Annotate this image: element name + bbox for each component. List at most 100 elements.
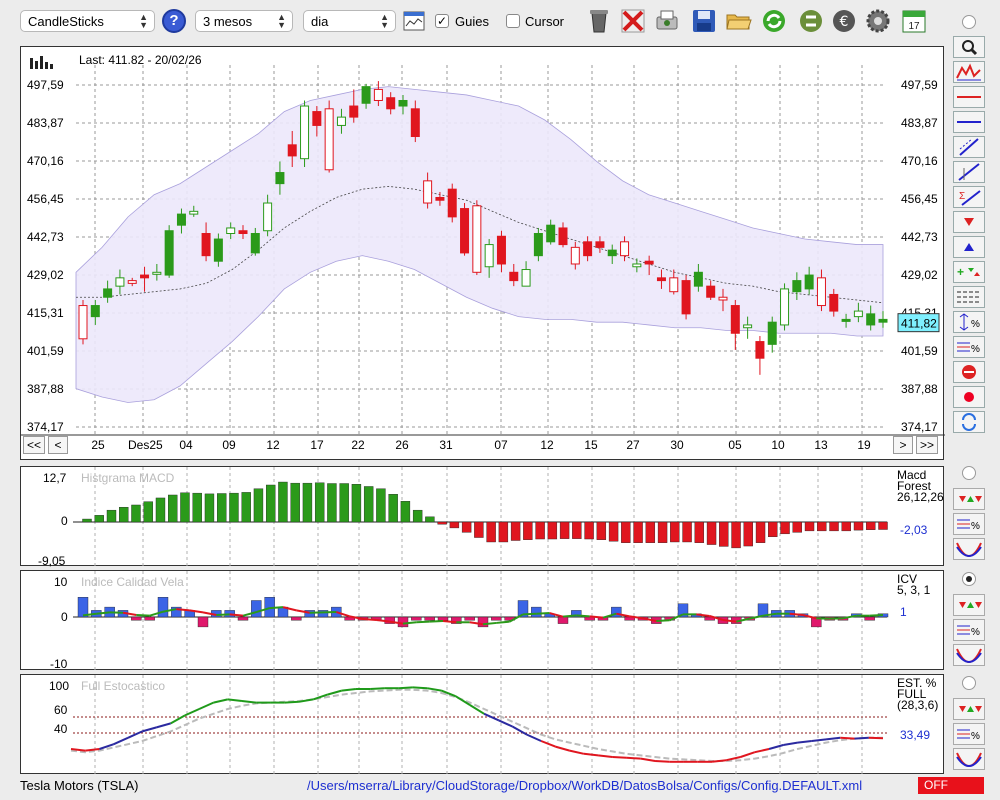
nav-next-button[interactable]: >: [893, 436, 913, 454]
interval-select[interactable]: dia ▲ ▼: [303, 10, 396, 32]
macd-y-zero: 0: [61, 514, 68, 528]
stochastic-k-line: [555, 745, 570, 752]
y-tick-right: 483,87: [901, 116, 938, 130]
icv-signals-button[interactable]: [953, 594, 985, 616]
stochastic-k-line: [455, 695, 471, 706]
horizontal-blue-line-button[interactable]: [953, 111, 985, 133]
icv-signal-line: [669, 613, 684, 622]
stochastic-k-line: [754, 748, 770, 754]
nav-last-button[interactable]: >>: [916, 436, 938, 454]
stochastic-k-line: [298, 698, 314, 703]
radio-macd[interactable]: [962, 466, 976, 480]
x-axis-label: 15: [584, 438, 598, 452]
sto-signals-button[interactable]: [953, 698, 985, 720]
stochastic-k-line: [526, 733, 542, 742]
sto-y-40: 40: [54, 722, 68, 736]
open-folder-icon[interactable]: [725, 7, 753, 35]
percent-range-button[interactable]: %: [953, 311, 985, 333]
levels-tool-button[interactable]: [953, 286, 985, 308]
candle-body: [324, 108, 334, 171]
fibonacci-tool-button[interactable]: Σ: [953, 186, 985, 208]
radio-main-panel[interactable]: [962, 15, 976, 29]
trendline-tool-button[interactable]: [953, 161, 985, 183]
nav-prev-button[interactable]: <: [48, 436, 68, 454]
swap-button[interactable]: [953, 411, 985, 433]
delete-chart-icon[interactable]: [619, 7, 647, 35]
macd-bar: [792, 521, 802, 533]
stochastic-k-line: [370, 687, 385, 690]
candle-body: [103, 288, 113, 298]
x-axis-label: 17: [310, 438, 324, 452]
off-toggle[interactable]: OFF: [918, 777, 984, 794]
help-icon[interactable]: ?: [162, 9, 186, 33]
sto-param-1: EST. %: [897, 676, 937, 690]
save-icon[interactable]: [690, 7, 718, 35]
radio-icv[interactable]: [962, 572, 976, 586]
calendar-icon[interactable]: 17: [900, 7, 928, 35]
icv-signal-line: [642, 617, 657, 622]
candle-body: [644, 260, 654, 265]
stochastic-k-line: [640, 757, 656, 762]
macd-signals-button[interactable]: [953, 488, 985, 510]
percent-lines-button[interactable]: %: [953, 336, 985, 358]
cursor-label: Cursor: [525, 14, 565, 29]
print-icon[interactable]: [653, 7, 681, 35]
macd-param-1: Macd: [897, 468, 927, 482]
currency-icon[interactable]: €: [830, 7, 858, 35]
signals-tool-button[interactable]: +: [953, 261, 985, 283]
period-select[interactable]: 3 mesos ▲ ▼: [195, 10, 293, 32]
stochastic-k-line: [711, 759, 727, 763]
stochastic-k-line: [469, 704, 485, 715]
candle-body: [349, 105, 359, 118]
cursor-checkbox[interactable]: [506, 14, 520, 28]
icv-y-bottom: -10: [50, 657, 68, 671]
sto-percent-button[interactable]: %: [953, 723, 985, 745]
trash-icon[interactable]: [585, 7, 613, 35]
y-tick-right: 374,17: [901, 420, 938, 434]
radio-stochastic[interactable]: [962, 676, 976, 690]
buy-arrow-button[interactable]: [953, 236, 985, 258]
record-button[interactable]: [953, 386, 985, 408]
candle-body: [127, 280, 137, 284]
macd-histogram: [73, 467, 888, 567]
stochastic-k-line: [99, 743, 115, 750]
nav-first-button[interactable]: <<: [23, 436, 45, 454]
icv-signal-line: [349, 615, 364, 620]
chart-type-value: CandleSticks: [28, 14, 104, 29]
sync-icon[interactable]: [797, 7, 825, 35]
y-tick-left: 415,31: [27, 306, 64, 320]
settings-gear-icon[interactable]: [864, 7, 892, 35]
icv-percent-button[interactable]: %: [953, 619, 985, 641]
zoom-tool-button[interactable]: [953, 36, 985, 58]
sto-curve-button[interactable]: [953, 748, 985, 770]
icv-curve-button[interactable]: [953, 644, 985, 666]
config-path-link[interactable]: /Users/mserra/Library/CloudStorage/Dropb…: [307, 778, 863, 793]
stochastic-k-line: [284, 700, 299, 704]
stochastic-k-line: [497, 719, 514, 728]
lines-percent-icon: %: [957, 519, 980, 532]
indicator-tool-button[interactable]: [953, 61, 985, 83]
guides-checkbox[interactable]: ✓: [435, 14, 449, 28]
signal-line: [70, 688, 883, 762]
macd-bar: [82, 518, 92, 523]
chart-type-select[interactable]: CandleSticks ▲ ▼: [20, 10, 155, 32]
macd-curve-button[interactable]: [953, 538, 985, 560]
horizontal-red-line-button[interactable]: [953, 86, 985, 108]
icv-bar: [317, 610, 329, 618]
x-axis-label: 22: [351, 438, 365, 452]
icv-bar: [304, 610, 315, 618]
macd-percent-button[interactable]: %: [953, 513, 985, 535]
macd-bar: [547, 521, 558, 540]
y-tick-left: 497,59: [27, 78, 64, 92]
stop-drawing-button[interactable]: [953, 361, 985, 383]
candle-body: [755, 341, 765, 359]
chart-window-icon[interactable]: [403, 10, 425, 32]
refresh-icon[interactable]: [760, 7, 788, 35]
candle-body: [533, 232, 543, 257]
macd-bar: [143, 501, 153, 523]
stochastic-k-line: [783, 741, 798, 746]
sell-arrow-button[interactable]: [953, 211, 985, 233]
macd-bar: [633, 521, 643, 543]
icv-bar: [811, 616, 822, 628]
channel-tool-button[interactable]: [953, 136, 985, 158]
